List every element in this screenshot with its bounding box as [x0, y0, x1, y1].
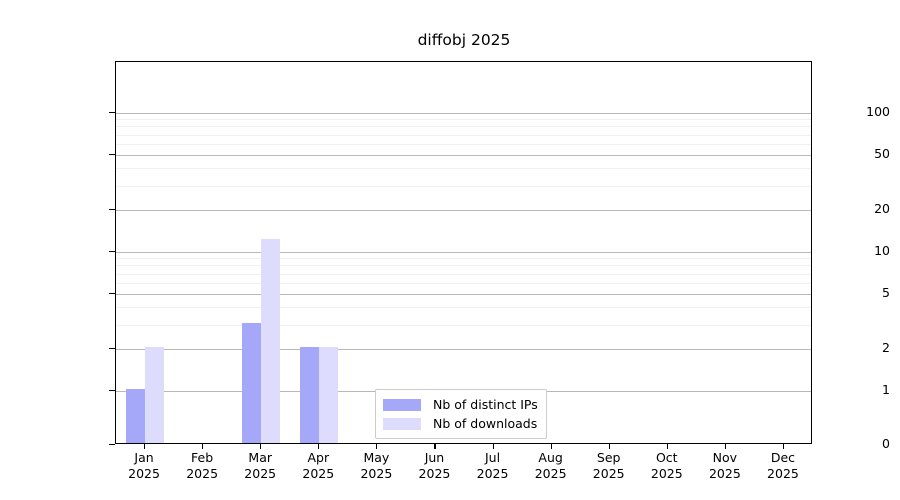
x-tick-mark	[550, 444, 552, 449]
x-tick-label-aug: Aug 2025	[511, 450, 591, 481]
gridline-major	[116, 349, 811, 351]
legend-item-1[interactable]: Nb of distinct IPs	[383, 395, 538, 414]
x-tick-year: 2025	[186, 465, 219, 481]
x-tick-year: 2025	[360, 465, 393, 481]
y-tick-mark	[109, 348, 115, 350]
x-tick-year: 2025	[418, 465, 451, 481]
x-tick-year: 2025	[592, 465, 625, 481]
y-tick-label: 2	[882, 340, 890, 356]
legend-label: Nb of distinct IPs	[433, 396, 538, 412]
x-tick-month: Jul	[484, 450, 501, 465]
gridline-minor	[116, 265, 811, 267]
y-tick-label: 20	[874, 201, 890, 217]
x-tick-month: Aug	[538, 450, 563, 465]
legend-label: Nb of downloads	[433, 415, 538, 431]
x-tick-label-feb: Feb 2025	[162, 450, 242, 481]
x-tick-mark	[260, 444, 262, 449]
chart-legend: Nb of distinct IPs Nb of downloads	[375, 389, 547, 439]
plot-area	[115, 61, 812, 444]
y-tick-mark	[109, 292, 115, 294]
x-tick-month: Jun	[424, 450, 445, 465]
legend-item-2[interactable]: Nb of downloads	[383, 414, 538, 433]
gridline-minor	[116, 143, 811, 145]
bar-apr-2025-series-1	[300, 347, 320, 443]
y-tick-label: 10	[874, 243, 890, 258]
x-tick-mark	[144, 444, 146, 449]
x-tick-mark	[608, 444, 610, 449]
gridline-minor	[116, 185, 811, 187]
legend-swatch-icon	[383, 398, 421, 411]
x-tick-month: Sep	[596, 450, 621, 465]
y-tick-mark	[109, 209, 115, 211]
bar-mar-2025-series-2	[261, 239, 281, 443]
x-tick-month: Nov	[712, 450, 738, 465]
x-tick-month: Oct	[655, 450, 678, 465]
gridline-major	[116, 293, 811, 295]
y-tick-label: 5	[882, 284, 890, 300]
y-tick-mark	[109, 112, 115, 114]
x-tick-label-may: May 2025	[336, 450, 416, 481]
gridline-major	[116, 154, 811, 156]
chart-title: diffobj 2025	[417, 31, 511, 49]
gridline-major	[116, 252, 811, 253]
x-tick-label-dec: Dec 2025	[743, 450, 823, 481]
y-tick-mark	[109, 444, 115, 446]
bar-jan-2025-series-2	[145, 347, 165, 443]
x-tick-year: 2025	[534, 465, 567, 481]
bar-jan-2025-series-1	[125, 389, 146, 443]
y-tick-label: 0	[882, 436, 890, 451]
y-tick-label: 50	[874, 145, 890, 161]
x-tick-year: 2025	[767, 465, 799, 481]
y-tick-mark	[109, 251, 115, 253]
x-tick-label-mar: Mar 2025	[220, 450, 300, 481]
y-tick-mark	[109, 153, 115, 155]
gridline-major	[116, 113, 811, 114]
gridline-minor	[116, 168, 811, 170]
x-tick-year: 2025	[244, 465, 277, 481]
x-tick-label-jan: Jan 2025	[104, 450, 184, 481]
x-tick-mark	[202, 444, 204, 449]
y-tick-label: 1	[882, 382, 890, 397]
gridline-minor	[116, 126, 811, 128]
x-tick-mark	[376, 444, 378, 449]
x-tick-year: 2025	[128, 465, 160, 481]
legend-swatch-icon	[383, 417, 421, 430]
x-tick-year: 2025	[708, 465, 741, 481]
x-tick-mark	[782, 444, 785, 449]
x-tick-mark	[666, 444, 668, 449]
x-tick-mark	[724, 444, 726, 449]
bar-apr-2025-series-2	[319, 347, 339, 443]
x-tick-label-nov: Nov 2025	[685, 450, 765, 481]
x-tick-year: 2025	[476, 465, 509, 481]
x-tick-month: Jan	[134, 450, 154, 465]
gridline-minor	[116, 119, 811, 121]
x-tick-label-oct: Oct 2025	[627, 450, 707, 481]
x-tick-month: Mar	[248, 450, 272, 465]
x-tick-year: 2025	[650, 465, 683, 481]
gridline-minor	[116, 282, 811, 284]
gridline-minor	[116, 307, 811, 309]
gridline-minor	[116, 273, 811, 275]
bar-mar-2025-series-1	[242, 322, 262, 443]
gridline-minor	[116, 324, 811, 326]
x-tick-mark	[318, 444, 320, 449]
x-tick-month: Feb	[191, 450, 214, 465]
x-tick-month: May	[363, 450, 390, 465]
y-tick-label: 100	[866, 104, 890, 119]
y-tick-mark	[109, 390, 115, 392]
x-tick-label-sep: Sep 2025	[569, 450, 649, 481]
x-tick-label-apr: Apr 2025	[278, 450, 358, 481]
x-tick-mark	[492, 444, 494, 449]
x-tick-month: Dec	[770, 450, 796, 465]
x-tick-label-jun: Jun 2025	[394, 450, 474, 481]
x-tick-month: Apr	[307, 450, 330, 465]
x-tick-mark	[434, 444, 436, 449]
gridline-minor	[116, 258, 811, 260]
gridline-major	[116, 210, 811, 212]
x-tick-year: 2025	[302, 465, 335, 481]
gridline-minor	[116, 134, 811, 136]
x-tick-label-jul: Jul 2025	[453, 450, 533, 481]
